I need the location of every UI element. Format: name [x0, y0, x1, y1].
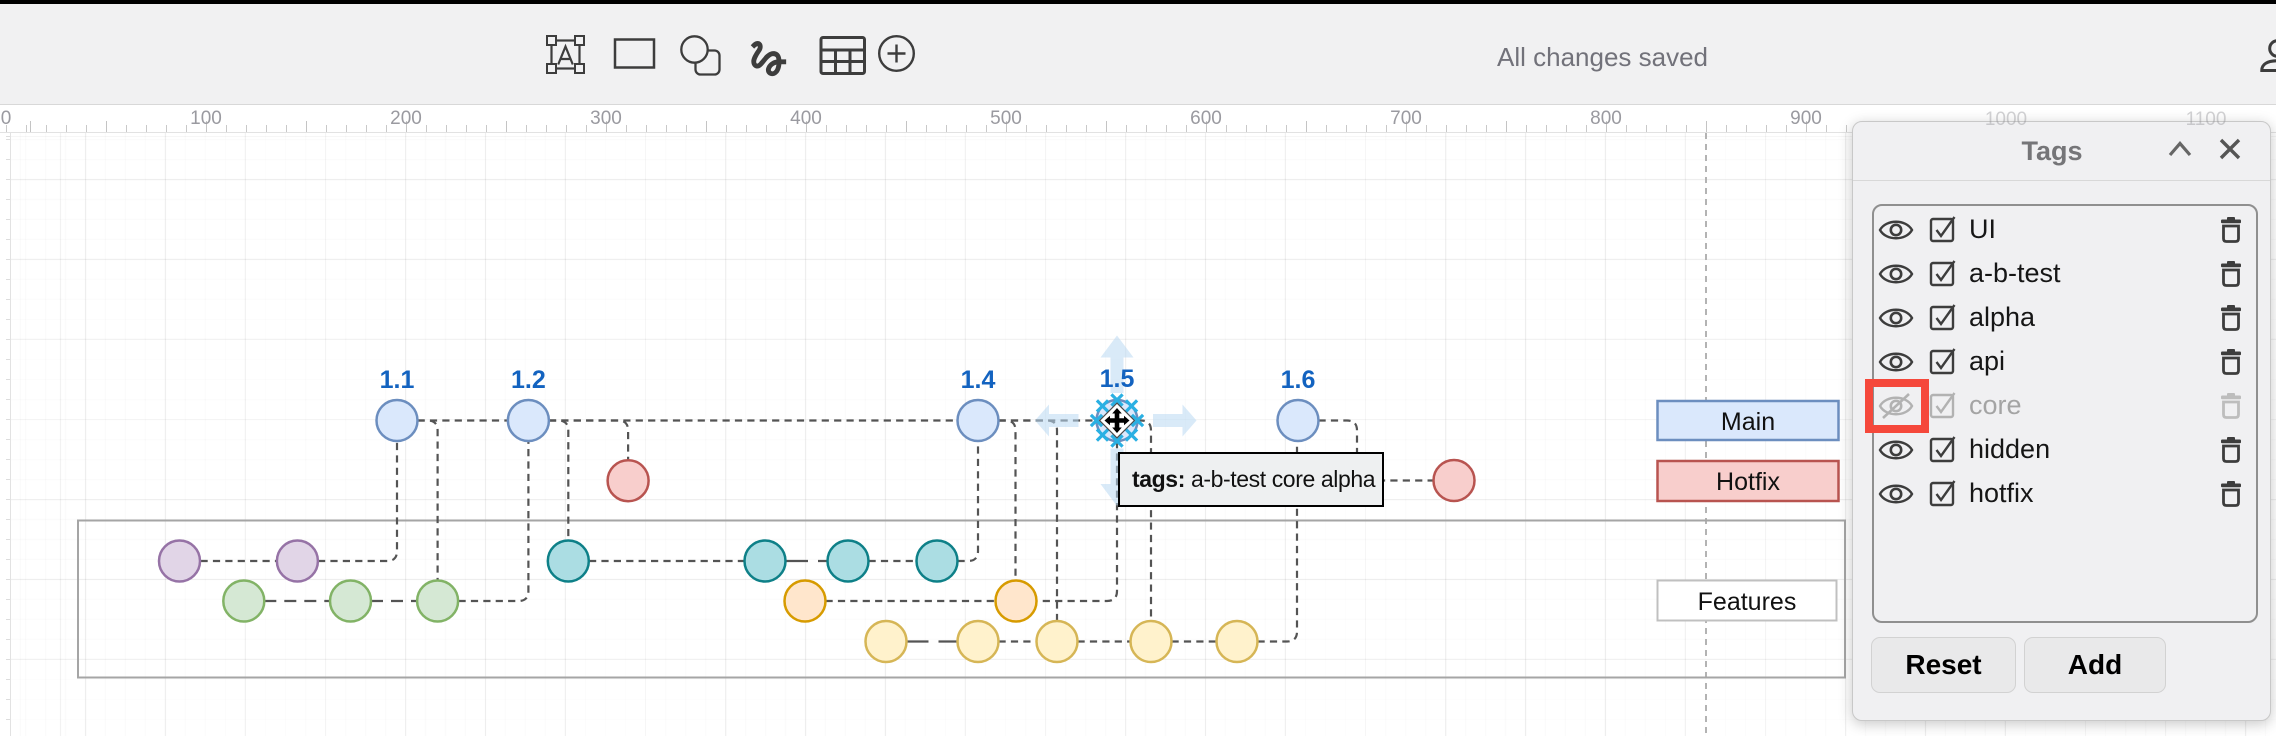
svg-text:1.6: 1.6 [1281, 366, 1316, 394]
svg-text:1.1: 1.1 [380, 366, 415, 394]
svg-text:1.4: 1.4 [961, 366, 996, 394]
svg-text:1.5: 1.5 [1100, 365, 1135, 393]
svg-text:Features: Features [1698, 588, 1797, 616]
svg-text:Main: Main [1721, 408, 1775, 436]
svg-text:1.2: 1.2 [511, 366, 546, 394]
svg-text:Hotfix: Hotfix [1716, 468, 1780, 496]
